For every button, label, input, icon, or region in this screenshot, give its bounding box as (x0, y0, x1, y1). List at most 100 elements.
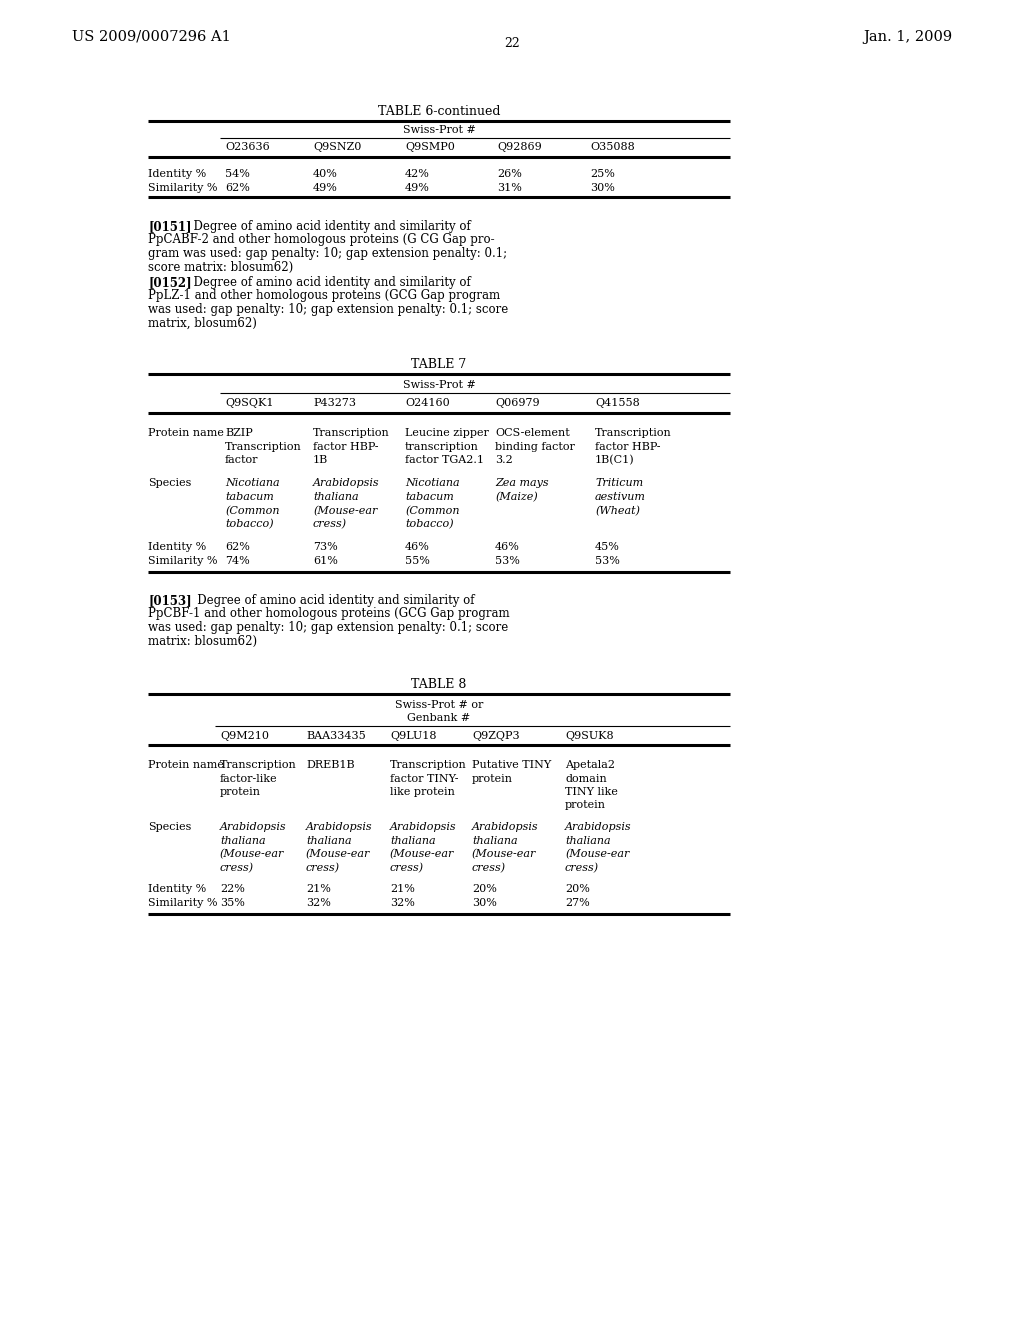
Text: Transcription: Transcription (595, 428, 672, 438)
Text: 26%: 26% (497, 169, 522, 180)
Text: (Mouse-ear: (Mouse-ear (565, 849, 630, 859)
Text: DREB1B: DREB1B (306, 760, 354, 770)
Text: Q9M210: Q9M210 (220, 731, 269, 741)
Text: cress): cress) (306, 862, 340, 873)
Text: TINY like: TINY like (565, 787, 617, 797)
Text: 49%: 49% (406, 183, 430, 193)
Text: Q9SUK8: Q9SUK8 (565, 731, 613, 741)
Text: matrix, blosum62): matrix, blosum62) (148, 317, 257, 330)
Text: 40%: 40% (313, 169, 338, 180)
Text: 3.2: 3.2 (495, 455, 513, 465)
Text: Q9ZQP3: Q9ZQP3 (472, 731, 519, 741)
Text: Nicotiana: Nicotiana (225, 479, 280, 488)
Text: Transcription: Transcription (390, 760, 467, 770)
Text: Similarity %: Similarity % (148, 898, 217, 908)
Text: Identity %: Identity % (148, 543, 206, 553)
Text: cress): cress) (220, 862, 254, 873)
Text: O24160: O24160 (406, 399, 450, 408)
Text: 62%: 62% (225, 543, 250, 553)
Text: aestivum: aestivum (595, 492, 646, 502)
Text: factor TINY-: factor TINY- (390, 774, 459, 784)
Text: Swiss-Prot #: Swiss-Prot # (402, 125, 475, 135)
Text: protein: protein (472, 774, 513, 784)
Text: 46%: 46% (406, 543, 430, 553)
Text: tabacum: tabacum (406, 492, 454, 502)
Text: protein: protein (565, 800, 606, 810)
Text: thaliana: thaliana (472, 836, 517, 846)
Text: Arabidopsis: Arabidopsis (390, 822, 457, 832)
Text: factor HBP-: factor HBP- (313, 441, 379, 451)
Text: Q9SMP0: Q9SMP0 (406, 143, 455, 152)
Text: Zea mays: Zea mays (495, 479, 549, 488)
Text: Transcription: Transcription (225, 441, 302, 451)
Text: (Mouse-ear: (Mouse-ear (472, 849, 537, 859)
Text: 32%: 32% (390, 898, 415, 908)
Text: factor TGA2.1: factor TGA2.1 (406, 455, 484, 465)
Text: Similarity %: Similarity % (148, 183, 217, 193)
Text: 55%: 55% (406, 556, 430, 566)
Text: [0151]: [0151] (148, 220, 191, 234)
Text: 30%: 30% (472, 898, 497, 908)
Text: Protein name: Protein name (148, 760, 224, 770)
Text: (Mouse-ear: (Mouse-ear (306, 849, 371, 859)
Text: 20%: 20% (472, 884, 497, 894)
Text: Swiss-Prot # or: Swiss-Prot # or (395, 700, 483, 710)
Text: 46%: 46% (495, 543, 520, 553)
Text: 62%: 62% (225, 183, 250, 193)
Text: matrix: blosum62): matrix: blosum62) (148, 635, 257, 648)
Text: 53%: 53% (595, 556, 620, 566)
Text: 54%: 54% (225, 169, 250, 180)
Text: Q9LU18: Q9LU18 (390, 731, 436, 741)
Text: Identity %: Identity % (148, 169, 206, 180)
Text: TABLE 6-continued: TABLE 6-continued (378, 106, 501, 117)
Text: Q92869: Q92869 (497, 143, 542, 152)
Text: Putative TINY: Putative TINY (472, 760, 551, 770)
Text: cress): cress) (565, 862, 599, 873)
Text: Arabidopsis: Arabidopsis (565, 822, 632, 832)
Text: (Common: (Common (406, 506, 460, 516)
Text: 22%: 22% (220, 884, 245, 894)
Text: 61%: 61% (313, 556, 338, 566)
Text: (Maize): (Maize) (495, 492, 538, 503)
Text: Arabidopsis: Arabidopsis (220, 822, 287, 832)
Text: 35%: 35% (220, 898, 245, 908)
Text: Swiss-Prot #: Swiss-Prot # (402, 380, 475, 389)
Text: Triticum: Triticum (595, 479, 643, 488)
Text: score matrix: blosum62): score matrix: blosum62) (148, 260, 293, 273)
Text: 1B(C1): 1B(C1) (595, 455, 635, 466)
Text: BZIP: BZIP (225, 428, 253, 438)
Text: Q06979: Q06979 (495, 399, 540, 408)
Text: Nicotiana: Nicotiana (406, 479, 460, 488)
Text: tabacum: tabacum (225, 492, 273, 502)
Text: Apetala2: Apetala2 (565, 760, 615, 770)
Text: Protein name: Protein name (148, 428, 224, 438)
Text: domain: domain (565, 774, 607, 784)
Text: was used: gap penalty: 10; gap extension penalty: 0.1; score: was used: gap penalty: 10; gap extension… (148, 620, 508, 634)
Text: Transcription: Transcription (220, 760, 297, 770)
Text: cress): cress) (313, 519, 347, 529)
Text: (Mouse-ear: (Mouse-ear (390, 849, 455, 859)
Text: 21%: 21% (390, 884, 415, 894)
Text: PpCBF-1 and other homologous proteins (GCG Gap program: PpCBF-1 and other homologous proteins (G… (148, 607, 510, 620)
Text: Degree of amino acid identity and similarity of: Degree of amino acid identity and simila… (186, 220, 471, 234)
Text: US 2009/0007296 A1: US 2009/0007296 A1 (72, 30, 230, 44)
Text: tobacco): tobacco) (406, 519, 454, 529)
Text: TABLE 7: TABLE 7 (412, 358, 467, 371)
Text: 73%: 73% (313, 543, 338, 553)
Text: Degree of amino acid identity and similarity of: Degree of amino acid identity and simila… (186, 276, 471, 289)
Text: thaliana: thaliana (220, 836, 265, 846)
Text: P43273: P43273 (313, 399, 356, 408)
Text: factor HBP-: factor HBP- (595, 441, 660, 451)
Text: PpCABF-2 and other homologous proteins (G CG Gap pro-: PpCABF-2 and other homologous proteins (… (148, 234, 495, 247)
Text: factor-like: factor-like (220, 774, 278, 784)
Text: Jan. 1, 2009: Jan. 1, 2009 (863, 30, 952, 44)
Text: Leucine zipper: Leucine zipper (406, 428, 488, 438)
Text: thaliana: thaliana (306, 836, 351, 846)
Text: Species: Species (148, 822, 191, 832)
Text: 49%: 49% (313, 183, 338, 193)
Text: cress): cress) (390, 862, 424, 873)
Text: 27%: 27% (565, 898, 590, 908)
Text: Arabidopsis: Arabidopsis (472, 822, 539, 832)
Text: Arabidopsis: Arabidopsis (313, 479, 380, 488)
Text: thaliana: thaliana (390, 836, 435, 846)
